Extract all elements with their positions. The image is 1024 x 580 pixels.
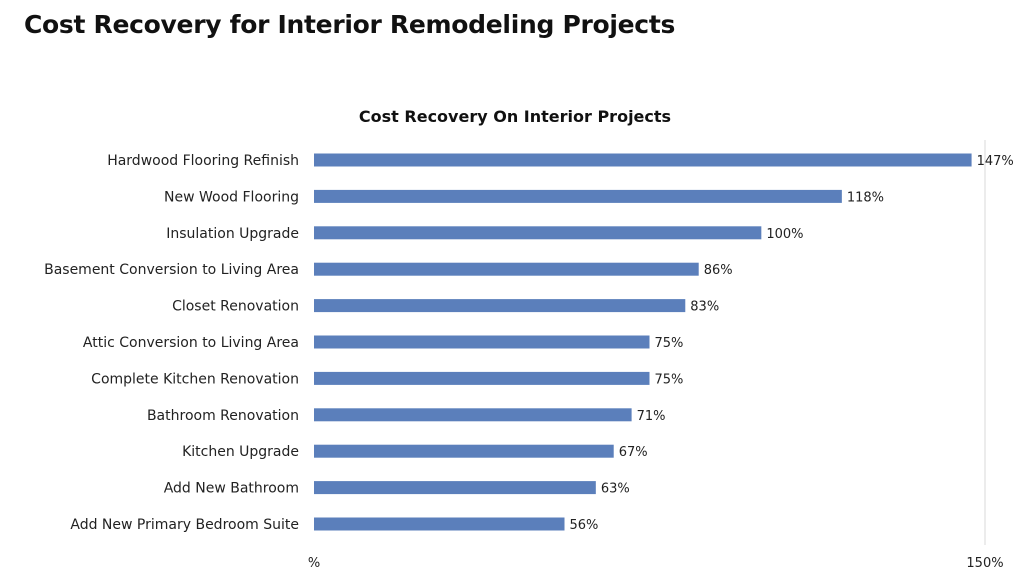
chart-title: Cost Recovery On Interior Projects bbox=[359, 107, 671, 126]
bar bbox=[314, 226, 762, 240]
category-label: Add New Bathroom bbox=[164, 481, 299, 497]
category-label: Add New Primary Bedroom Suite bbox=[70, 517, 299, 533]
bar bbox=[314, 189, 842, 203]
bar bbox=[314, 262, 699, 276]
bars-layer: Hardwood Flooring Refinish 147% New Wood F… bbox=[44, 153, 1014, 533]
bar bbox=[314, 153, 972, 167]
value-label: 147% bbox=[977, 154, 1014, 169]
bar bbox=[314, 371, 650, 385]
value-label: 100% bbox=[766, 227, 803, 242]
value-label: 75% bbox=[655, 372, 684, 387]
category-label: New Wood Flooring bbox=[164, 189, 299, 205]
category-label: Complete Kitchen Renovation bbox=[91, 371, 299, 387]
category-label: Hardwood Flooring Refinish bbox=[107, 153, 299, 169]
category-label: Basement Conversion to Living Area bbox=[44, 262, 299, 278]
bar bbox=[314, 299, 686, 313]
category-label: Kitchen Upgrade bbox=[182, 444, 299, 460]
value-label: 118% bbox=[847, 190, 884, 205]
category-label: Bathroom Renovation bbox=[147, 408, 299, 424]
value-label: 56% bbox=[570, 518, 599, 533]
x-axis-ticks: % 150% bbox=[308, 556, 1004, 571]
value-label: 67% bbox=[619, 445, 648, 460]
x-tick-label: 150% bbox=[966, 556, 1003, 571]
category-label: Attic Conversion to Living Area bbox=[83, 335, 299, 351]
x-tick-label: % bbox=[308, 556, 320, 571]
category-label: Closet Renovation bbox=[172, 299, 299, 315]
bar bbox=[314, 408, 632, 422]
category-label: Insulation Upgrade bbox=[166, 226, 299, 242]
bar bbox=[314, 517, 565, 531]
value-label: 86% bbox=[704, 263, 733, 278]
bar bbox=[314, 481, 596, 495]
value-label: 83% bbox=[690, 300, 719, 315]
page-title: Cost Recovery for Interior Remodeling Pr… bbox=[24, 10, 676, 39]
bar bbox=[314, 444, 614, 458]
bar bbox=[314, 335, 650, 349]
value-label: 75% bbox=[655, 336, 684, 351]
value-label: 63% bbox=[601, 482, 630, 497]
value-label: 71% bbox=[637, 409, 666, 424]
